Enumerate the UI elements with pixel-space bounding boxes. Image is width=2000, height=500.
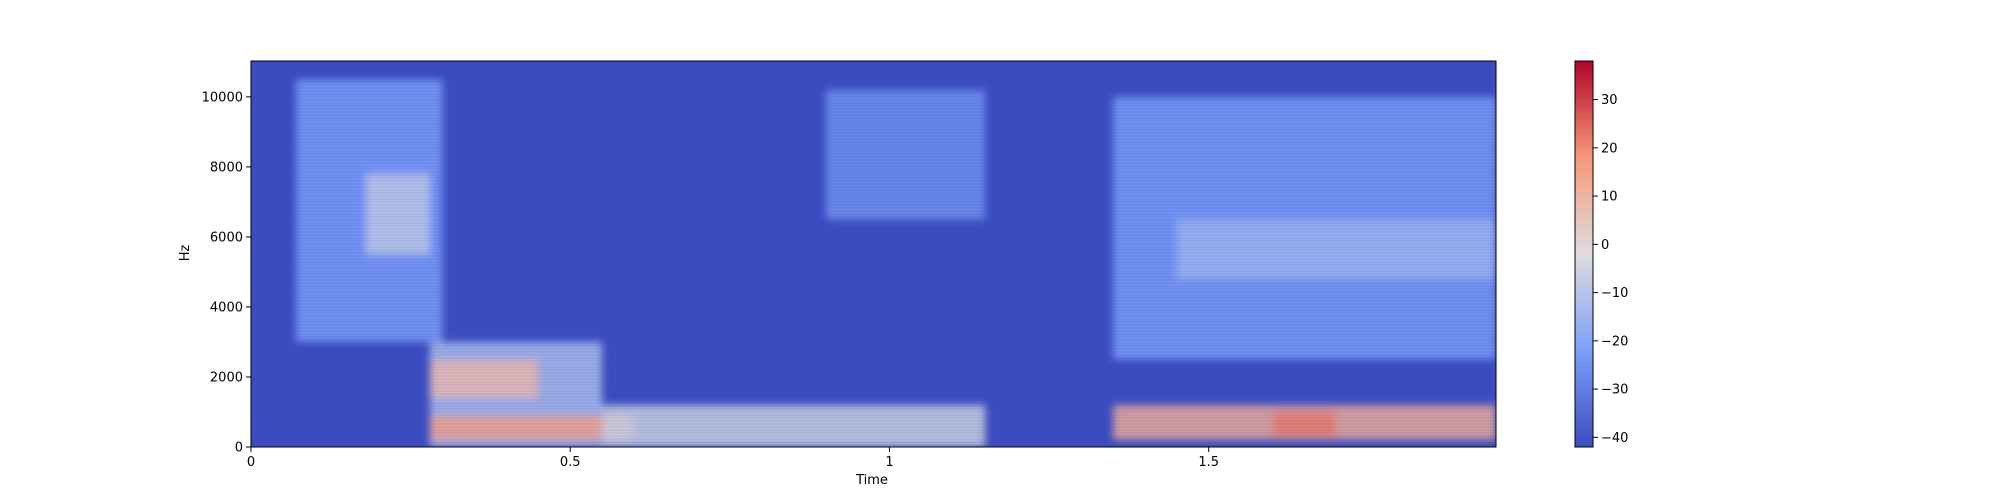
- colorbar-ticks: 30 20 10 0 −10 −20 −30 −40: [1593, 93, 1628, 446]
- y-tick-label: 4000: [210, 300, 243, 315]
- spectrogram-region: [602, 404, 986, 447]
- spectrogram-regions: [295, 79, 1496, 447]
- x-axis-ticks: 0 0.5 1 1.5: [247, 447, 1219, 470]
- spectrogram-region: [1176, 219, 1496, 279]
- colorbar-tick-label: −10: [1601, 286, 1628, 301]
- colorbar-tick-label: 0: [1601, 238, 1609, 253]
- y-tick-label: 2000: [210, 370, 243, 385]
- y-axis-ticks: 0 2000 4000 6000 8000 10000: [202, 90, 251, 456]
- y-tick-label: 0: [235, 441, 243, 456]
- x-tick-label: 0.5: [560, 455, 581, 470]
- colorbar-tick-label: −30: [1601, 383, 1628, 398]
- colorbar-tick-label: 10: [1601, 190, 1618, 205]
- x-axis-label: Time: [855, 473, 888, 488]
- colorbar-tick-label: −40: [1601, 431, 1628, 446]
- colorbar: [1574, 60, 1594, 448]
- spectrogram-region: [825, 89, 986, 220]
- colorbar-tick-label: 30: [1601, 93, 1618, 108]
- colorbar-gradient: [1574, 60, 1594, 448]
- y-tick-label: 10000: [202, 90, 243, 105]
- spectrogram-region: [365, 173, 430, 255]
- colorbar-tick-label: −20: [1601, 334, 1628, 349]
- y-tick-label: 8000: [210, 160, 243, 175]
- y-axis-label: Hz: [178, 245, 193, 262]
- spectrogram-region: [429, 359, 539, 398]
- spectrogram-texture: [251, 61, 1496, 446]
- x-tick-label: 1.5: [1198, 455, 1219, 470]
- colorbar-tick-label: 20: [1601, 141, 1618, 156]
- spectrogram-region: [429, 415, 635, 440]
- x-tick-label: 0: [247, 455, 255, 470]
- x-tick-label: 1: [885, 455, 893, 470]
- spectrogram-region: [1272, 411, 1337, 437]
- plot-area: [250, 60, 1497, 448]
- y-tick-label: 6000: [210, 230, 243, 245]
- plot-frame: [250, 60, 1497, 448]
